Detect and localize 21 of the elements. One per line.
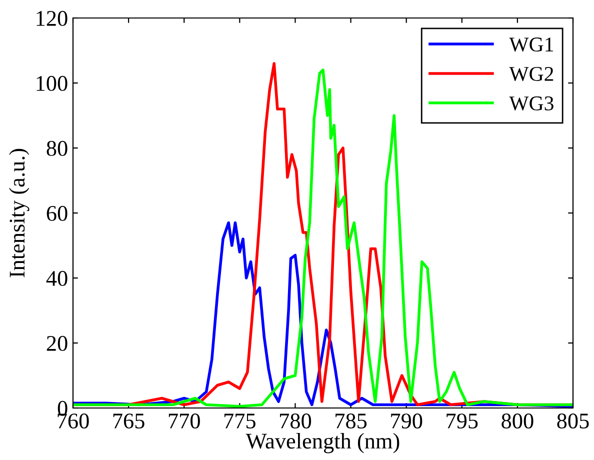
x-tick-label: 800 [502, 414, 534, 428]
y-tick-label: 60 [46, 206, 68, 221]
x-tick-label: 790 [391, 414, 422, 428]
x-tick-label: 805 [557, 414, 589, 428]
y-tick-label: 100 [36, 76, 68, 91]
x-tick-label: 765 [113, 414, 144, 428]
x-tick-label: 775 [224, 414, 256, 428]
x-tick-label: 760 [58, 414, 89, 428]
legend-label: WG2 [509, 66, 554, 82]
y-tick-label: 20 [46, 336, 68, 351]
legend-label: WG1 [509, 38, 553, 52]
y-axis-title: Intensity (a.u.) [9, 148, 30, 278]
x-tick-label: 780 [280, 414, 312, 428]
x-tick-label: 770 [168, 414, 200, 428]
y-tick-label: 120 [36, 10, 68, 26]
legend-label: WG3 [509, 96, 554, 111]
y-tick-label: 40 [46, 270, 68, 286]
x-tick-label: 785 [336, 414, 367, 428]
x-tick-label: 795 [446, 414, 478, 428]
x-axis-title: Wavelength (nm) [246, 433, 400, 454]
y-tick-label: 80 [46, 140, 68, 156]
